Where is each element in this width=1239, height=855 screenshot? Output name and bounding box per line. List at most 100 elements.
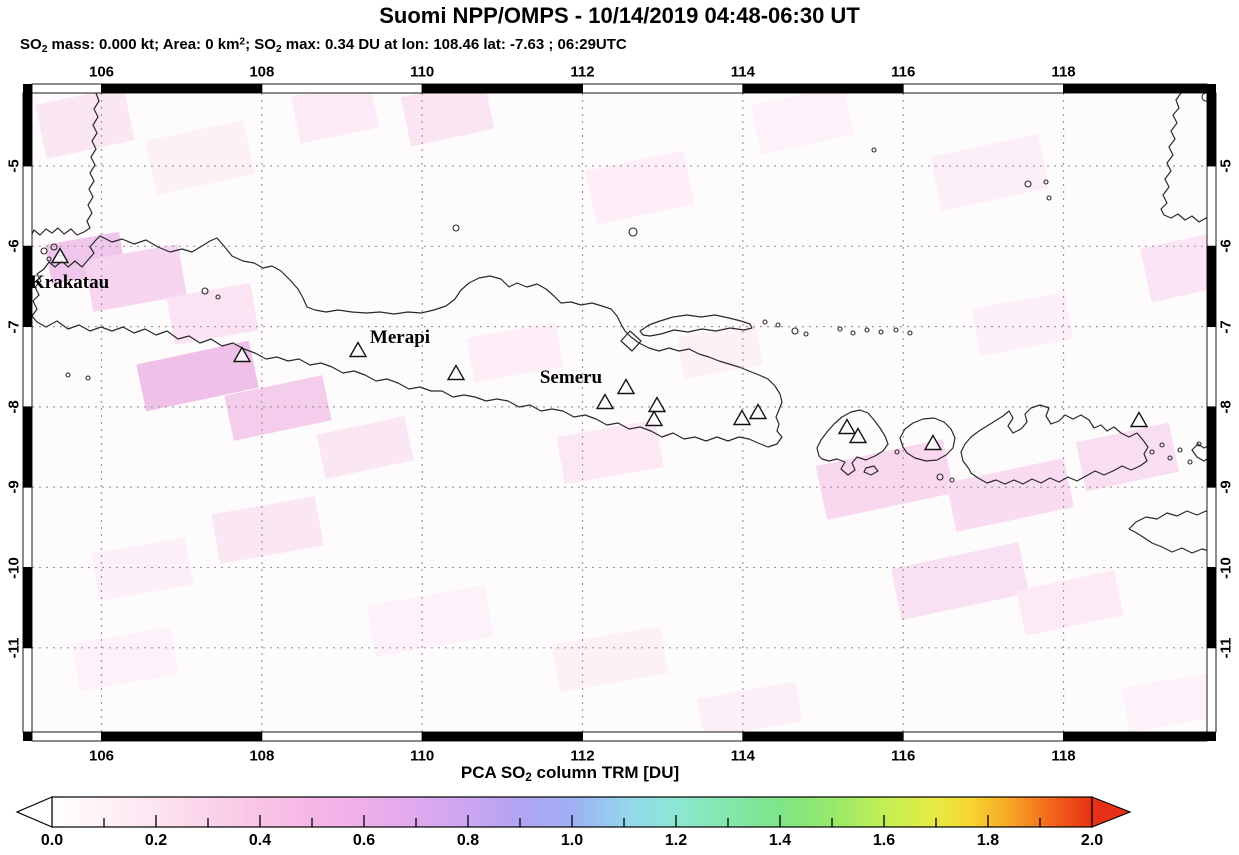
- frame-segment-bottom: [742, 731, 904, 742]
- volcano-triangle-icon: [348, 341, 368, 358]
- frame-segment-right: [1206, 406, 1217, 488]
- colorbar-tick-label: 1.8: [976, 832, 1000, 849]
- lat-tick-label-left: -11: [5, 637, 23, 659]
- so2-patch: [946, 458, 1074, 532]
- volcano-name-label: Merapi: [369, 327, 431, 348]
- so2-patch: [91, 537, 194, 601]
- lon-tick-label-bottom: 108: [249, 747, 275, 765]
- volcano-triangle-icon: [50, 247, 70, 264]
- volcano-triangle-icon: [837, 418, 857, 435]
- volcano-triangle-icon: [748, 403, 768, 420]
- so2-patch: [466, 322, 564, 383]
- islet: [850, 330, 856, 336]
- volcano-triangle-icon: [647, 396, 667, 413]
- lon-tick-label-top: 112: [570, 63, 595, 81]
- so2-patch: [366, 584, 494, 658]
- so2-patch: [585, 150, 695, 225]
- frame-segment-top: [101, 83, 263, 94]
- coastline-java: [32, 235, 783, 448]
- lat-tick-label-right: -6: [1217, 239, 1235, 253]
- lat-tick-label-left: -7: [5, 319, 23, 334]
- colorbar-tick-label: 2.0: [1080, 832, 1104, 849]
- frame-corner: [23, 84, 32, 93]
- text-fragment: mass: 0.000 kt; Area: 0 km: [47, 36, 240, 53]
- lat-tick-label-left: -6: [5, 239, 23, 253]
- colorbar-tick-label: 0.2: [144, 832, 168, 849]
- frame-segment-top: [902, 83, 1064, 94]
- frame-segment-right: [1206, 486, 1217, 568]
- islet: [1201, 93, 1207, 102]
- frame-segment-right: [1206, 647, 1217, 733]
- frame-segment-left: [22, 647, 33, 733]
- coastline-nusa-penida: [863, 465, 879, 476]
- volcano-triangle-icon: [616, 378, 636, 395]
- islet: [1046, 195, 1052, 201]
- islet: [1196, 441, 1202, 447]
- colorbar-tick-label: 0.6: [352, 832, 376, 849]
- so2-patch: [290, 93, 380, 144]
- islet: [871, 147, 877, 153]
- islet: [864, 327, 870, 333]
- text-fragment: ; SO: [245, 36, 276, 53]
- frame-segment-left: [22, 165, 33, 247]
- volcano-triangle-icon: [848, 427, 868, 444]
- colorbar-tick-label: 1.4: [768, 832, 792, 849]
- volcano-triangle-icon: [232, 346, 252, 363]
- frame-segment-left: [22, 486, 33, 568]
- frame-segment-right: [1206, 92, 1217, 167]
- islet: [1024, 180, 1032, 188]
- frame-segment-top: [1063, 83, 1208, 94]
- lat-tick-label-right: -9: [1217, 480, 1235, 494]
- lat-tick-label-right: -8: [1217, 400, 1235, 414]
- islet: [50, 243, 58, 251]
- colorbar-right-arrow: [1091, 796, 1132, 828]
- so2-patch: [676, 323, 764, 379]
- frame-corner: [23, 732, 32, 741]
- lon-tick-label-bottom: 112: [570, 747, 595, 765]
- lat-tick-label-right: -5: [1217, 159, 1235, 173]
- islet: [1149, 449, 1155, 455]
- text-fragment: max: 0.34 DU at lon: 108.46 lat: -7.63 ;…: [281, 36, 627, 53]
- lon-tick-label-top: 106: [88, 63, 115, 81]
- frame-segment-left: [22, 92, 33, 167]
- so2-patch: [697, 681, 803, 732]
- islet: [791, 327, 799, 335]
- gridlines: [32, 93, 1207, 732]
- islet: [46, 256, 52, 262]
- text-fragment: PCA SO: [460, 763, 526, 782]
- colorbar-title: PCA SO2 column TRM [DU]: [461, 763, 679, 784]
- frame-segment-bottom: [902, 731, 1064, 742]
- islet: [1043, 179, 1049, 185]
- islet: [65, 372, 71, 378]
- lon-tick-label-top: 108: [249, 63, 275, 81]
- so2-patch: [166, 282, 259, 346]
- lon-tick-label-top: 118: [1051, 63, 1076, 81]
- frame-segment-bottom: [101, 731, 263, 742]
- frame-segment-bottom: [261, 731, 423, 742]
- small-islands: [40, 93, 1207, 483]
- so2-patch: [145, 120, 255, 195]
- so2-patch: [71, 626, 179, 692]
- frame-segment-top: [31, 83, 102, 94]
- lat-tick-label-right: -10: [1217, 556, 1235, 579]
- so2-patch: [1121, 672, 1207, 732]
- lon-tick-label-bottom: 114: [730, 747, 755, 765]
- text-fragment: 2: [41, 43, 48, 55]
- lon-tick-label-top: 114: [730, 63, 755, 81]
- lat-tick-label-left: -5: [5, 159, 23, 173]
- volcano-triangle-icon: [923, 434, 943, 451]
- lat-tick-label-left: -9: [5, 480, 23, 494]
- so2-patch: [136, 340, 259, 412]
- volcano-triangle-icon: [595, 393, 615, 410]
- islet: [762, 319, 768, 325]
- colorbar-tick-label: 1.6: [872, 832, 896, 849]
- islet: [837, 326, 843, 332]
- colorbar-tick-label: 0.8: [456, 832, 480, 849]
- text-fragment: SO: [20, 36, 42, 53]
- lon-tick-label-top: 116: [891, 63, 916, 81]
- islet: [628, 227, 638, 237]
- page-title: Suomi NPP/OMPS - 10/14/2019 04:48-06:30 …: [379, 3, 860, 28]
- coastline-flores-west: [1191, 443, 1207, 462]
